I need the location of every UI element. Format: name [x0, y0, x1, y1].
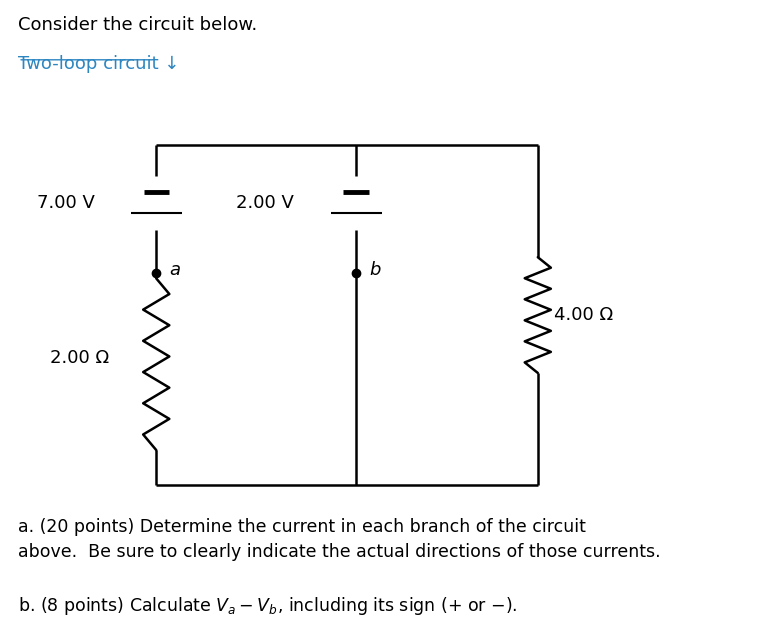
Text: 7.00 V: 7.00 V	[37, 194, 94, 212]
Text: b: b	[369, 261, 381, 279]
Text: b. (8 points) Calculate $V_a - V_b$, including its sign (+ or $-$).: b. (8 points) Calculate $V_a - V_b$, inc…	[18, 595, 518, 617]
Text: a: a	[169, 261, 180, 279]
Text: 4.00 Ω: 4.00 Ω	[554, 306, 613, 324]
Text: Two-loop circuit ↓: Two-loop circuit ↓	[18, 55, 179, 73]
Text: 2.00 V: 2.00 V	[236, 194, 294, 212]
Text: a. (20 points) Determine the current in each branch of the circuit
above.  Be su: a. (20 points) Determine the current in …	[18, 518, 661, 561]
Text: 2.00 Ω: 2.00 Ω	[50, 349, 109, 367]
Text: Consider the circuit below.: Consider the circuit below.	[18, 16, 257, 34]
